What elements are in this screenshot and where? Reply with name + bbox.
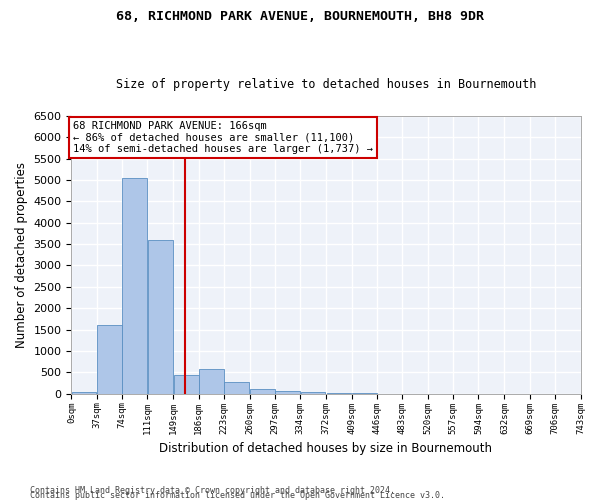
Bar: [97, 326, 122, 394]
Bar: [122, 178, 147, 394]
Bar: [71, 392, 97, 394]
Text: Contains HM Land Registry data © Crown copyright and database right 2024.: Contains HM Land Registry data © Crown c…: [30, 486, 395, 495]
Bar: [174, 376, 199, 394]
Bar: [199, 368, 224, 394]
X-axis label: Distribution of detached houses by size in Bournemouth: Distribution of detached houses by size …: [160, 442, 493, 455]
Text: Contains public sector information licensed under the Open Government Licence v3: Contains public sector information licen…: [30, 490, 445, 500]
Bar: [326, 393, 352, 394]
Text: 68 RICHMOND PARK AVENUE: 166sqm
← 86% of detached houses are smaller (11,100)
14: 68 RICHMOND PARK AVENUE: 166sqm ← 86% of…: [73, 121, 373, 154]
Bar: [250, 388, 275, 394]
Y-axis label: Number of detached properties: Number of detached properties: [15, 162, 28, 348]
Bar: [148, 240, 173, 394]
Bar: [224, 382, 249, 394]
Bar: [301, 392, 325, 394]
Text: 68, RICHMOND PARK AVENUE, BOURNEMOUTH, BH8 9DR: 68, RICHMOND PARK AVENUE, BOURNEMOUTH, B…: [116, 10, 484, 23]
Title: Size of property relative to detached houses in Bournemouth: Size of property relative to detached ho…: [116, 78, 536, 91]
Bar: [275, 391, 300, 394]
